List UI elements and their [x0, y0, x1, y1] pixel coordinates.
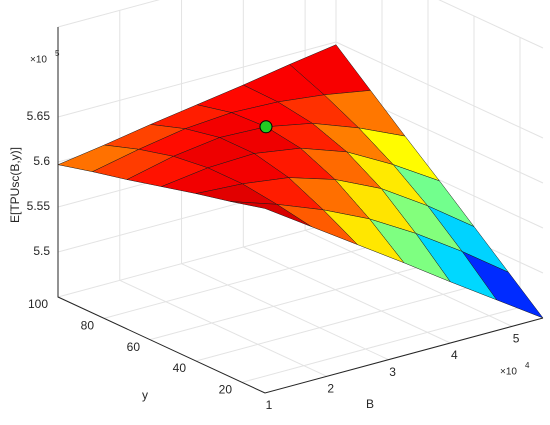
optimum-marker [259, 120, 273, 134]
x-tick-label: 2 [327, 382, 334, 396]
y-axis-label: y [142, 388, 148, 402]
z-tick-label: 5.55 [27, 199, 51, 213]
grid-line [181, 263, 389, 361]
surface-patch [230, 201, 312, 227]
grid-line [57, 221, 337, 298]
grid-line [149, 264, 429, 341]
y-tick-label: 100 [28, 297, 48, 311]
x-tick-label: 5 [513, 332, 520, 346]
grid-line [195, 285, 475, 362]
x-multiplier-exponent: 4 [525, 361, 530, 370]
z-tick-label: 5.6 [33, 154, 50, 168]
back-wall-edge [57, 0, 544, 49]
grid-line [304, 229, 513, 327]
x-tick-label: 4 [451, 348, 458, 362]
y-tick-label: 60 [127, 340, 141, 354]
x-tick-label: 3 [389, 365, 396, 379]
z-axis-label: E[TPUsc(B,y)] [8, 147, 22, 223]
z-tick-label: 5.5 [33, 244, 50, 258]
y-tick-label: 20 [219, 383, 233, 397]
grid-line [119, 279, 327, 377]
grid-line [241, 306, 521, 383]
x-axis-label: B [366, 397, 374, 411]
axis-line [57, 27, 544, 394]
z-tick-label: 5.65 [27, 109, 51, 123]
z-multiplier: ×10 [30, 55, 47, 66]
y-tick-label: 80 [81, 319, 95, 333]
y-tick-label: 40 [173, 361, 187, 375]
grid-line [57, 41, 337, 118]
x-multiplier: ×10 [500, 367, 517, 378]
x-tick-label: 1 [266, 398, 273, 412]
grid-line [103, 242, 383, 319]
grid-line [335, 41, 544, 139]
grid-line [243, 246, 451, 344]
